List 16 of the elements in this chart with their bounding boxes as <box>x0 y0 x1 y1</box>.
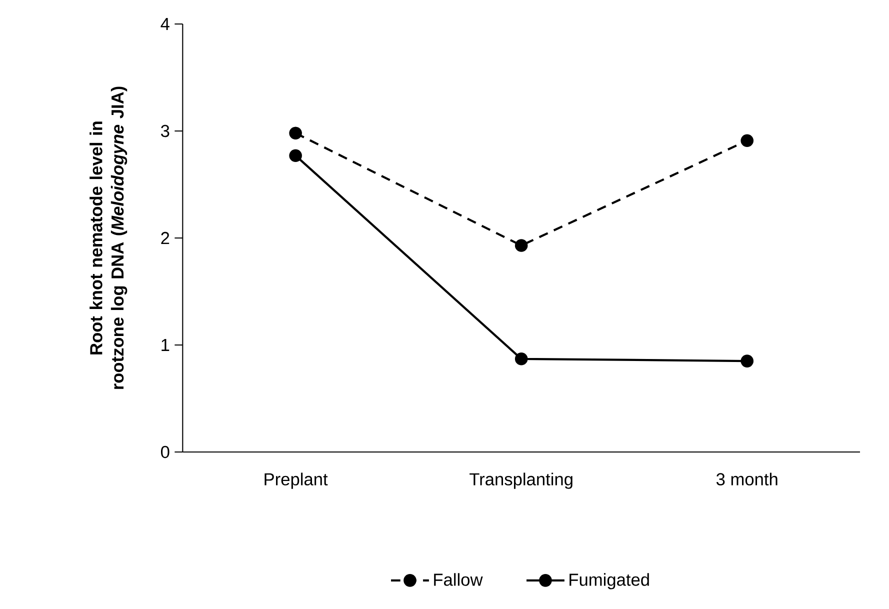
y-tick-label: 4 <box>160 18 170 30</box>
point <box>740 354 754 368</box>
x-tick-label: 3 month <box>716 472 778 486</box>
y-tick-label: 2 <box>161 232 170 244</box>
legend-label: Fallow <box>434 573 483 586</box>
point <box>740 134 754 148</box>
point <box>289 126 302 140</box>
legend-label: Fumigated <box>570 573 649 590</box>
point <box>514 239 528 252</box>
y-tick-label: 3 <box>160 124 170 138</box>
x-tick-label: Preplant <box>264 472 328 489</box>
y-tick-label: 1 <box>162 339 170 351</box>
point <box>289 149 302 162</box>
y-tick-label: 0 <box>160 446 170 458</box>
x-tick-label: Transplanting <box>470 472 572 489</box>
point <box>514 352 528 366</box>
